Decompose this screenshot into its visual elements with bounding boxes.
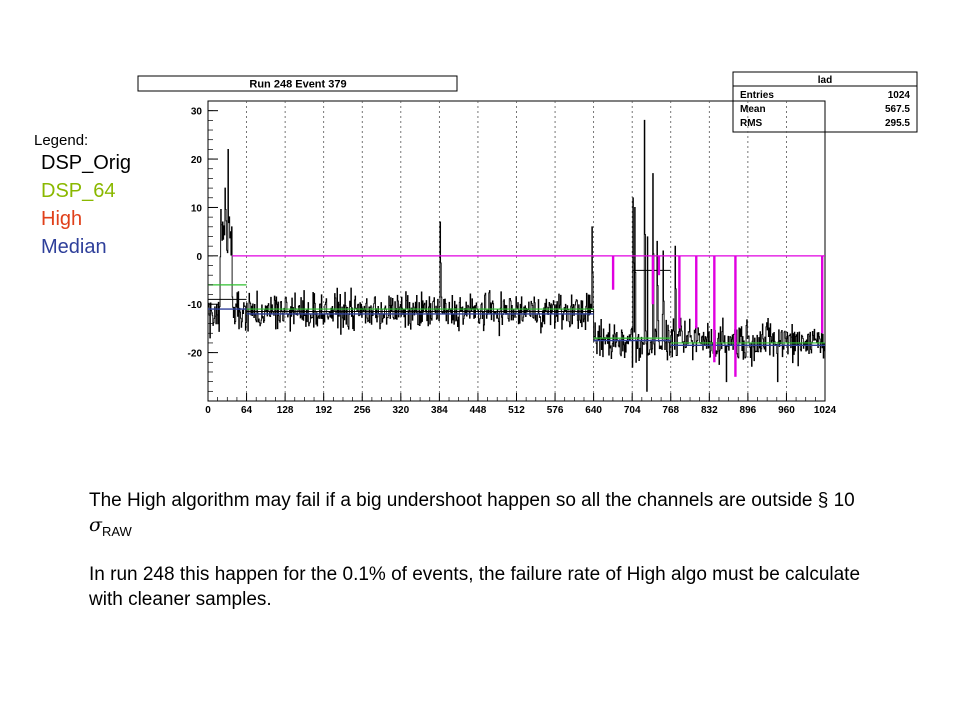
- series-high-drop: [651, 255, 655, 305]
- axes-layer: 0 64 128 192 256 320 384 448 512 576 640 704 768 832 8…: [188, 100, 837, 416]
- x-tick-label: 1024: [814, 405, 837, 416]
- x-tick-label: 896: [740, 405, 757, 416]
- series-high-drop: [695, 255, 698, 329]
- y-tick-label: 0: [196, 252, 202, 263]
- y-tick-label: 10: [191, 203, 203, 214]
- stats-row-label: Mean: [740, 104, 766, 115]
- y-tick-label: 30: [191, 107, 203, 118]
- x-tick-label: 448: [470, 405, 487, 416]
- stats-row-value: 567.5: [885, 104, 910, 115]
- note-1-subscript: RAW: [101, 523, 132, 539]
- stats-row-label: Entries: [740, 90, 774, 101]
- x-tick-label: 960: [778, 405, 795, 416]
- series-dsp-orig: [208, 119, 825, 392]
- legend-item-dsp-orig: DSP_Orig: [41, 152, 132, 174]
- grid-lines: [246, 101, 787, 401]
- x-tick-label: 640: [585, 405, 602, 416]
- x-tick-label: 576: [547, 405, 564, 416]
- series-layer: [208, 119, 825, 392]
- x-tick-label: 704: [624, 405, 641, 416]
- x-tick-label: 512: [508, 405, 525, 416]
- stats-row-value: 295.5: [885, 118, 910, 129]
- stats-box-name: lad: [818, 75, 832, 86]
- legend: Legend: DSP_Orig DSP_64 High Median: [10, 132, 131, 261]
- note-1-sigma: σ: [89, 514, 102, 536]
- legend-item-median: Median: [41, 236, 107, 258]
- stats-row-value: 1024: [888, 90, 911, 101]
- note-paragraph-1: The High algorithm may fail if a big und…: [89, 488, 889, 544]
- series-high-drop: [657, 255, 661, 276]
- stats-row-label: RMS: [740, 118, 763, 129]
- x-tick-label: 768: [662, 405, 679, 416]
- x-tick-label: 256: [354, 405, 371, 416]
- x-tick-label: 128: [277, 405, 294, 416]
- legend-title: Legend:: [34, 132, 89, 149]
- legend-item-high: High: [41, 208, 83, 230]
- x-tick-label: 320: [392, 405, 409, 416]
- x-tick-label: 192: [315, 405, 332, 416]
- series-high-drop: [820, 255, 824, 334]
- x-tick-label: 832: [701, 405, 718, 416]
- chart: Run 248 Event 379 lad Entries 1024 Mean …: [137, 71, 918, 416]
- chart-title: Run 248 Event 379: [249, 79, 346, 91]
- y-tick-label: 20: [191, 155, 203, 166]
- x-tick-label: 64: [241, 405, 253, 416]
- y-tick-label: -20: [188, 349, 203, 360]
- chart-title-box: Run 248 Event 379: [137, 75, 458, 92]
- y-tick-label: -10: [188, 300, 203, 311]
- x-tick-label: 0: [205, 405, 211, 416]
- legend-item-dsp-64: DSP_64: [41, 180, 116, 202]
- x-tick-label: 384: [431, 405, 448, 416]
- series-high-drop: [611, 255, 615, 290]
- series-high-drop: [678, 255, 681, 329]
- series-high-drop: [734, 255, 737, 377]
- note-1-text: The High algorithm may fail if a big und…: [89, 490, 855, 511]
- note-paragraph-2: In run 248 this happen for the 0.1% of e…: [89, 564, 861, 610]
- series-high-drop: [713, 255, 716, 363]
